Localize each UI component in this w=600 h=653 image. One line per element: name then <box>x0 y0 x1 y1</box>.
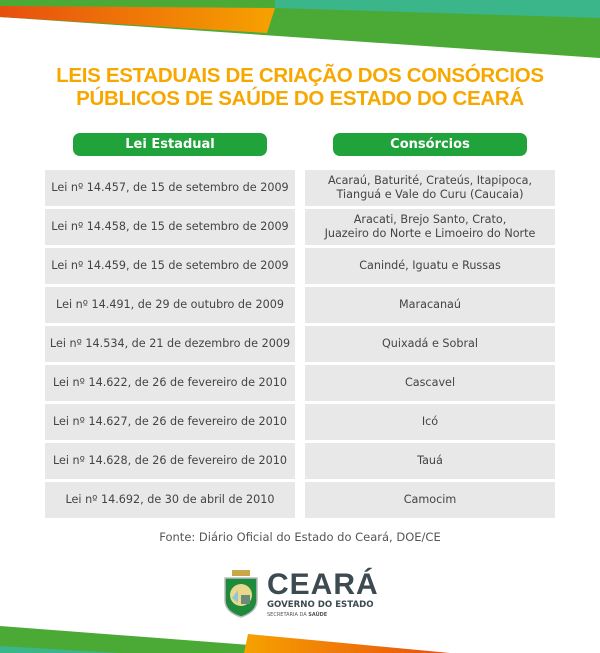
lei-cell: Lei nº 14.622, de 26 de fevereiro de 201… <box>45 365 295 401</box>
consorcios-cell: Maracanaú <box>305 287 555 323</box>
bottom-decorative-banner <box>0 626 450 653</box>
lei-cell: Lei nº 14.628, de 26 de fevereiro de 201… <box>45 443 295 479</box>
consorcios-cell: Aracati, Brejo Santo, Crato, Juazeiro do… <box>305 209 555 245</box>
lei-cell: Lei nº 14.627, de 26 de fevereiro de 201… <box>45 404 295 440</box>
consorcios-cell: Tauá <box>305 443 555 479</box>
column-header-consorcios: Consórcios <box>333 133 527 156</box>
consorcios-cell: Camocim <box>305 482 555 518</box>
consorcios-cell: Cascavel <box>305 365 555 401</box>
lei-cell: Lei nº 14.491, de 29 de outubro de 2009 <box>45 287 295 323</box>
table-row: Lei nº 14.459, de 15 de setembro de 2009… <box>45 248 555 284</box>
title-line-2: PÚBLICOS DE SAÚDE DO ESTADO DO CEARÁ <box>76 87 524 110</box>
column-header-lei-estadual: Lei Estadual <box>73 133 267 156</box>
title-line-1: LEIS ESTADUAIS DE CRIAÇÃO DOS CONSÓRCIOS <box>56 64 544 87</box>
lei-cell: Lei nº 14.534, de 21 de dezembro de 2009 <box>45 326 295 362</box>
lei-cell: Lei nº 14.459, de 15 de setembro de 2009 <box>45 248 295 284</box>
lei-cell: Lei nº 14.458, de 15 de setembro de 2009 <box>45 209 295 245</box>
laws-table: Lei nº 14.457, de 15 de setembro de 2009… <box>45 170 555 521</box>
source-note: Fonte: Diário Oficial do Estado do Ceará… <box>159 530 441 544</box>
table-row: Lei nº 14.457, de 15 de setembro de 2009… <box>45 170 555 206</box>
table-row: Lei nº 14.692, de 30 de abril de 2010 Cam… <box>45 482 555 518</box>
logo-name: CEARÁ <box>267 568 379 601</box>
table-row: Lei nº 14.627, de 26 de fevereiro de 201… <box>45 404 555 440</box>
lei-cell: Lei nº 14.692, de 30 de abril de 2010 <box>45 482 295 518</box>
coat-of-arms-icon <box>224 570 258 618</box>
top-decorative-banner <box>0 0 600 58</box>
dept-name: SAÚDE <box>308 612 328 618</box>
consorcios-cell: Icó <box>305 404 555 440</box>
ceara-government-logo: CEARÁ GOVERNO DO ESTADO SECRETARIA DA SA… <box>222 570 382 620</box>
table-row: Lei nº 14.628, de 26 de fevereiro de 201… <box>45 443 555 479</box>
consorcios-cell: Quixadá e Sobral <box>305 326 555 362</box>
table-row: Lei nº 14.622, de 26 de fevereiro de 201… <box>45 365 555 401</box>
table-row: Lei nº 14.458, de 15 de setembro de 2009… <box>45 209 555 245</box>
lei-cell: Lei nº 14.457, de 15 de setembro de 2009 <box>45 170 295 206</box>
table-row: Lei nº 14.491, de 29 de outubro de 2009 M… <box>45 287 555 323</box>
logo-subtitle: GOVERNO DO ESTADO <box>267 600 374 610</box>
page-title: LEIS ESTADUAIS DE CRIAÇÃO DOS CONSÓRCIOS… <box>0 64 600 110</box>
dept-prefix: SECRETARIA DA <box>267 612 307 618</box>
table-row: Lei nº 14.534, de 21 de dezembro de 2009… <box>45 326 555 362</box>
consorcios-cell: Canindé, Iguatu e Russas <box>305 248 555 284</box>
consorcios-cell: Acaraú, Baturité, Crateús, Itapipoca, Ti… <box>305 170 555 206</box>
logo-department: SECRETARIA DA SAÚDE <box>267 611 379 619</box>
